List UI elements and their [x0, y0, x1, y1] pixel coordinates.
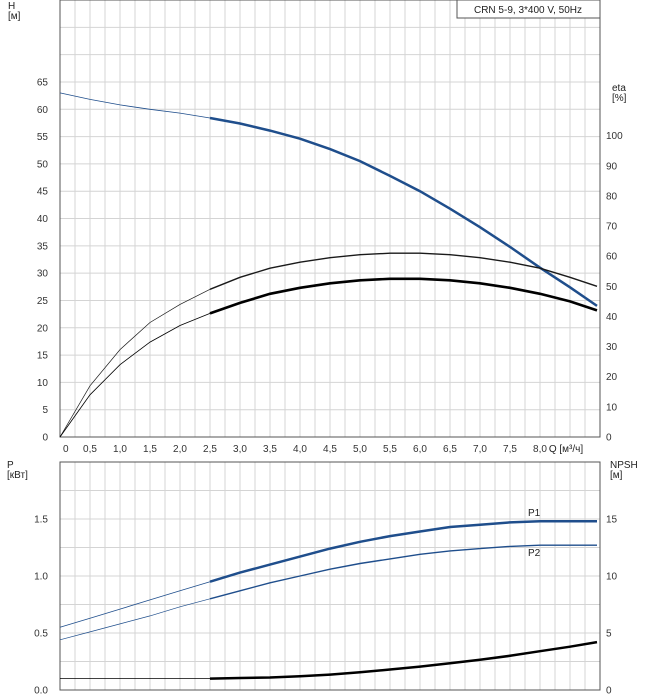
x-tick-8: 4,0 — [293, 444, 307, 455]
p1-curve-line-low — [59, 581, 211, 628]
top-right-tick-7: 70 — [606, 222, 618, 233]
x-tick-1: 0,5 — [83, 444, 97, 455]
x-tick-12: 6,0 — [413, 444, 427, 455]
eta-total-curve-line — [209, 277, 598, 315]
top-right-axis-title-line-0: eta — [612, 83, 626, 94]
top-right-axis-title-line-1: [%] — [612, 93, 627, 104]
top-left-tick-1: 5 — [42, 405, 48, 416]
bottom-left-axis-title-line-1: [кВт] — [7, 470, 28, 481]
p1-series-label: P1 — [528, 508, 541, 519]
top-right-tick-4: 40 — [606, 312, 618, 323]
top-left-tick-13: 65 — [37, 77, 49, 88]
top-right-tick-6: 60 — [606, 252, 618, 263]
bottom-left-tick-0: 0.0 — [34, 686, 48, 697]
x-tick-7: 3,5 — [263, 444, 277, 455]
top-left-tick-7: 35 — [37, 241, 49, 252]
x-tick-4: 2,0 — [173, 444, 187, 455]
x-tick-16: 8,0 — [533, 444, 547, 455]
x-tick-2: 1,0 — [113, 444, 127, 455]
bottom-right-axis-title-line-0: NPSH — [610, 460, 638, 471]
curves-layer — [59, 92, 598, 680]
top-right-tick-8: 80 — [606, 191, 618, 202]
bottom-right-tick-3: 15 — [606, 515, 618, 526]
top-left-tick-8: 40 — [37, 214, 49, 225]
bottom-right-tick-1: 5 — [606, 629, 612, 640]
top-plot-frame — [59, 0, 601, 438]
eta-total-curve-line-low — [59, 313, 211, 438]
head-curve-line — [209, 116, 598, 307]
x-tick-9: 4,5 — [323, 444, 337, 455]
top-left-tick-5: 25 — [37, 296, 49, 307]
x-tick-14: 7,0 — [473, 444, 487, 455]
x-tick-0: 0 — [63, 444, 69, 455]
x-axis-label: Q [м³/ч] — [549, 444, 584, 455]
x-tick-5: 2,5 — [203, 444, 217, 455]
top-left-tick-12: 60 — [37, 105, 49, 116]
bottom-left-tick-1: 0.5 — [34, 629, 48, 640]
top-left-tick-0: 0 — [42, 433, 48, 444]
bottom-left-axis-title-line-0: P — [7, 460, 14, 471]
x-tick-3: 1,5 — [143, 444, 157, 455]
x-tick-10: 5,0 — [353, 444, 367, 455]
p2-curve-line-low — [59, 598, 211, 641]
top-right-tick-5: 50 — [606, 282, 618, 293]
x-tick-6: 3,0 — [233, 444, 247, 455]
x-tick-15: 7,5 — [503, 444, 517, 455]
x-tick-13: 6,5 — [443, 444, 457, 455]
top-right-tick-3: 30 — [606, 342, 618, 353]
top-right-tick-10: 100 — [606, 131, 623, 142]
chart-title: CRN 5-9, 3*400 V, 50Hz — [474, 5, 582, 16]
top-left-axis-title-line-1: [м] — [8, 11, 21, 22]
top-left-tick-11: 55 — [37, 132, 49, 143]
npsh-curve-line — [209, 640, 598, 680]
bottom-plot-frame — [59, 461, 601, 691]
top-right-tick-2: 20 — [606, 372, 618, 383]
top-left-tick-10: 50 — [37, 159, 49, 170]
top-right-tick-0: 0 — [606, 433, 612, 444]
chart-title-box — [456, 0, 601, 19]
x-tick-11: 5,5 — [383, 444, 397, 455]
eta-pump-curve-line-low — [59, 288, 211, 438]
bottom-right-axis-title-line-1: [м] — [610, 470, 623, 481]
grid-layer — [59, 0, 601, 691]
bottom-right-tick-2: 10 — [606, 572, 618, 583]
top-left-tick-9: 45 — [37, 187, 49, 198]
p2-curve-line — [209, 544, 597, 600]
top-left-axis-title-line-0: H — [8, 1, 15, 12]
bottom-left-tick-2: 1.0 — [34, 572, 48, 583]
p2-series-label: P2 — [528, 548, 541, 559]
head-curve-line-low — [59, 92, 211, 119]
top-left-tick-2: 10 — [37, 378, 49, 389]
top-right-tick-9: 90 — [606, 161, 618, 172]
eta-pump-curve-line — [209, 252, 598, 290]
text-layer: 0510152025303540455055606501020304050607… — [7, 0, 638, 697]
p1-curve-line — [209, 520, 597, 583]
top-left-tick-6: 30 — [37, 269, 49, 280]
bottom-right-tick-0: 0 — [606, 686, 612, 697]
top-right-tick-1: 10 — [606, 402, 618, 413]
bottom-left-tick-3: 1.5 — [34, 515, 48, 526]
top-left-tick-3: 15 — [37, 351, 49, 362]
top-left-tick-4: 20 — [37, 323, 49, 334]
